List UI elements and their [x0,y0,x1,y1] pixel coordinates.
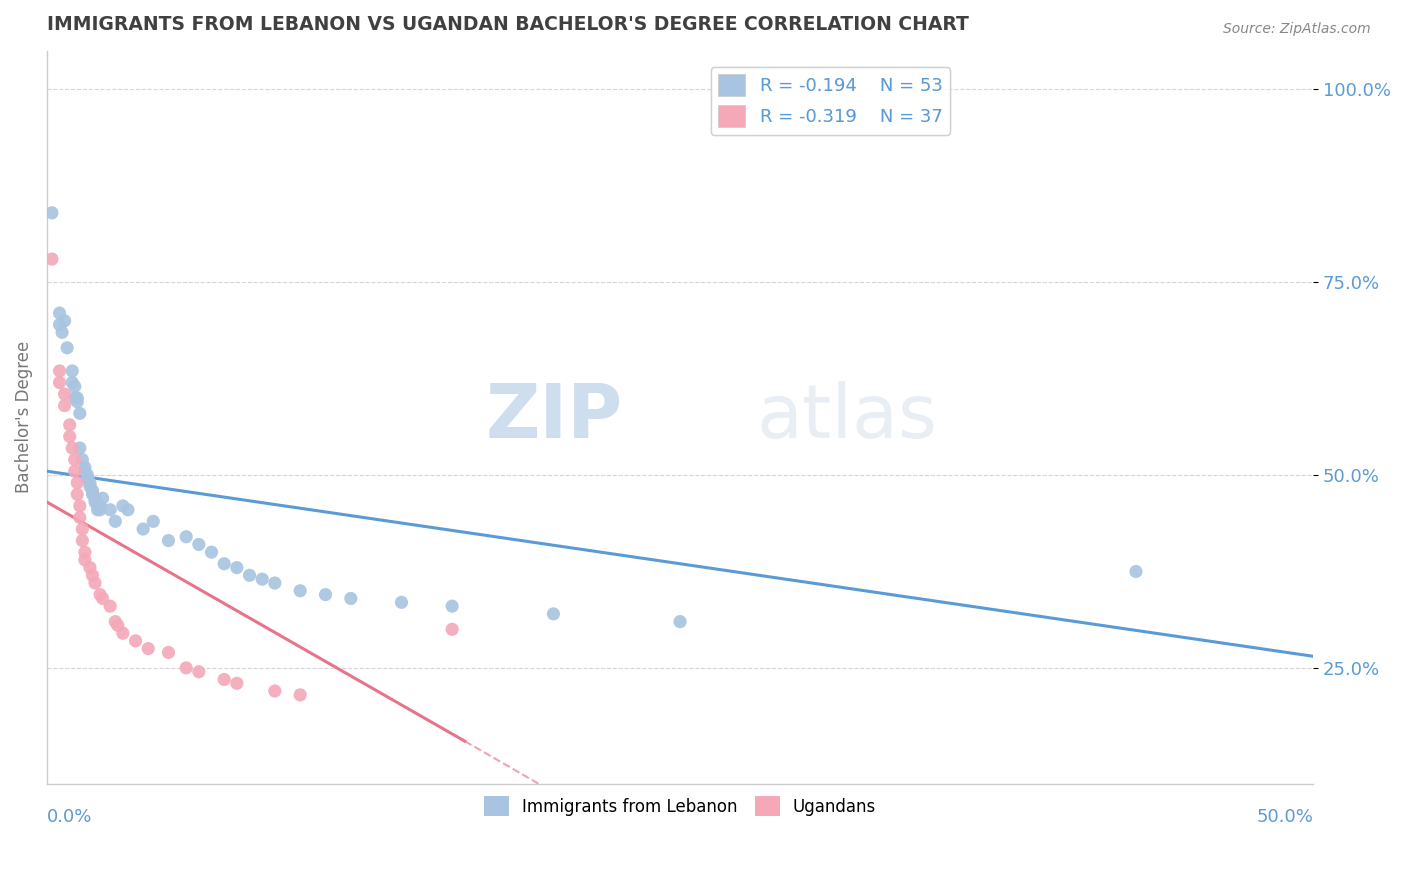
Point [41,252,63,266]
Point [315,588,337,602]
Point [48,364,70,378]
Point [63,379,86,393]
Point [69,499,91,513]
Text: IMMIGRANTS FROM LEBANON VS UGANDAN BACHELOR'S DEGREE CORRELATION CHART: IMMIGRANTS FROM LEBANON VS UGANDAN BACHE… [46,15,969,34]
Point [63,452,86,467]
Point [53,399,76,413]
Point [89,588,111,602]
Point [79,560,101,574]
Text: atlas: atlas [756,381,936,454]
Point [76,472,98,486]
Point [79,480,101,494]
Point [69,441,91,455]
Point [84,576,107,591]
Point [157,645,180,659]
Point [104,514,127,528]
Point [225,676,247,690]
Point [60,364,83,378]
Point [288,583,311,598]
Point [72,533,94,548]
Point [543,607,565,621]
Point [82,568,104,582]
Point [53,314,76,328]
Point [91,591,114,606]
Point [82,483,104,498]
Point [41,206,63,220]
Point [86,502,108,516]
Point [53,387,76,401]
Point [66,391,89,405]
Y-axis label: Bachelor's Degree: Bachelor's Degree [15,341,32,493]
Point [73,460,96,475]
Point [69,510,91,524]
Point [89,502,111,516]
Point [72,522,94,536]
Point [60,376,83,390]
Point [157,533,180,548]
Point [187,537,209,551]
Text: ZIP: ZIP [486,381,623,454]
Point [212,557,235,571]
Point [91,491,114,506]
Point [111,499,134,513]
Point [73,545,96,559]
Legend: R = -0.194    N = 53, R = -0.319    N = 37: R = -0.194 N = 53, R = -0.319 N = 37 [711,67,949,135]
Point [107,618,129,632]
Point [72,452,94,467]
Point [66,394,89,409]
Point [124,633,146,648]
Point [142,514,165,528]
Point [66,487,89,501]
Point [117,502,139,516]
Point [56,341,79,355]
Point [73,464,96,478]
Text: 0.0%: 0.0% [46,807,93,825]
Point [111,626,134,640]
Point [1125,565,1147,579]
Point [263,684,285,698]
Point [250,572,273,586]
Point [89,499,111,513]
Point [63,391,86,405]
Point [59,429,82,443]
Point [132,522,155,536]
Point [174,530,197,544]
Point [48,318,70,332]
Point [98,502,121,516]
Point [187,665,209,679]
Point [84,491,107,506]
Point [82,487,104,501]
Point [104,615,127,629]
Point [238,568,260,582]
Point [212,673,235,687]
Point [66,475,89,490]
Point [263,576,285,591]
Point [76,468,98,483]
Point [340,591,363,606]
Point [174,661,197,675]
Point [98,599,121,614]
Point [60,441,83,455]
Point [225,560,247,574]
Point [86,499,108,513]
Point [669,615,692,629]
Text: Source: ZipAtlas.com: Source: ZipAtlas.com [1223,22,1371,37]
Point [288,688,311,702]
Point [441,599,464,614]
Text: 50.0%: 50.0% [1257,807,1313,825]
Point [59,417,82,432]
Point [69,406,91,420]
Point [73,553,96,567]
Point [48,306,70,320]
Point [441,623,464,637]
Point [63,464,86,478]
Point [51,326,73,340]
Point [136,641,159,656]
Point [200,545,222,559]
Point [391,595,413,609]
Point [84,495,107,509]
Point [48,376,70,390]
Point [79,475,101,490]
